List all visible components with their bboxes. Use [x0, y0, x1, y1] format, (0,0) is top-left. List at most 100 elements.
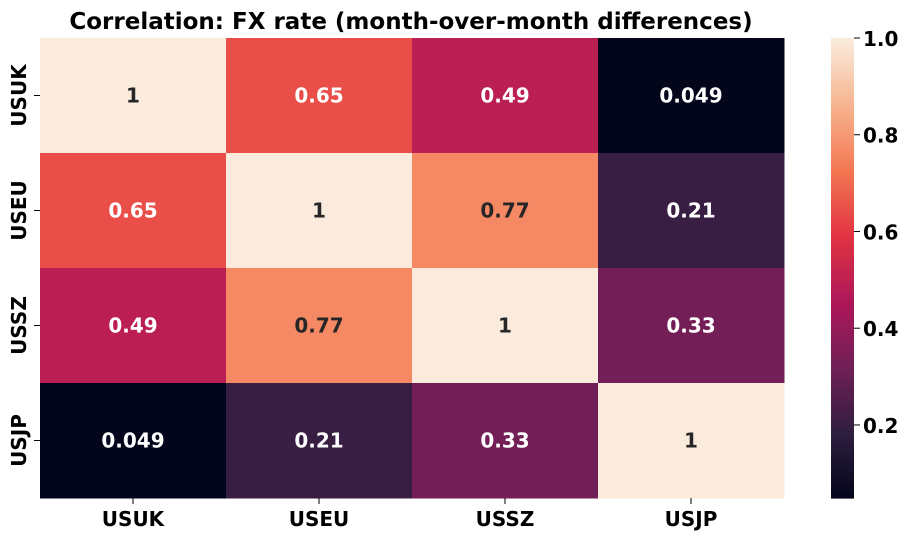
colorbar-segment — [831, 45, 854, 51]
colorbar-segment — [831, 195, 854, 200]
colorbar-segment — [831, 57, 854, 62]
heatmap-cell — [40, 268, 227, 384]
colorbar-segment — [831, 440, 854, 445]
colorbar-segment — [831, 229, 854, 235]
colorbar-segment — [831, 379, 854, 384]
colorbar-segment — [831, 375, 854, 380]
colorbar-segment — [831, 475, 854, 480]
colorbar-segment — [831, 264, 854, 269]
colorbar-segment — [831, 156, 854, 162]
colorbar-segment — [831, 202, 854, 208]
colorbar-segment — [831, 76, 854, 81]
y-tick-label: USJP — [7, 414, 31, 467]
colorbar-segment — [831, 402, 854, 407]
colorbar-segment — [831, 183, 854, 189]
colorbar-segment — [831, 452, 854, 457]
colorbar-segment — [831, 325, 854, 330]
colorbar-segment — [831, 172, 854, 177]
colorbar-segment — [831, 103, 854, 108]
colorbar-segment — [831, 413, 854, 419]
x-tick-label: USEU — [289, 507, 350, 531]
heatmap-cell — [40, 383, 227, 499]
cell-value-label: 0.33 — [666, 314, 715, 338]
colorbar-segment — [831, 218, 854, 223]
colorbar-segment — [831, 199, 854, 204]
heatmap-cell — [598, 383, 785, 499]
colorbar-segment — [831, 145, 854, 150]
heatmap-cell — [412, 383, 599, 499]
colorbar-segment — [831, 371, 854, 376]
cell-value-label: 0.49 — [108, 314, 157, 338]
colorbar-segment — [831, 352, 854, 357]
colorbar-segment — [831, 302, 854, 307]
heatmap-cell — [40, 38, 227, 154]
colorbar-segment — [831, 176, 854, 181]
colorbar-segment — [831, 149, 854, 154]
colorbar-segment — [831, 84, 854, 89]
cell-value-label: 0.77 — [294, 314, 343, 338]
heatmap-cell — [226, 268, 413, 384]
colorbar-segment — [831, 386, 854, 392]
colorbar-segment — [831, 38, 854, 43]
colorbar-segment — [831, 459, 854, 465]
colorbar-segment — [831, 222, 854, 227]
colorbar-segment — [831, 237, 854, 242]
heatmap-cell — [598, 38, 785, 154]
colorbar-segment — [831, 214, 854, 219]
x-tick-label: USUK — [102, 507, 166, 531]
y-tick-label: USUK — [7, 63, 31, 127]
colorbar-segment — [831, 329, 854, 334]
colorbar-segment — [831, 275, 854, 281]
colorbar-segment — [831, 490, 854, 495]
colorbar-segment — [831, 122, 854, 127]
heatmap-cells: 1 0.65 0.49 0.049 0.65 1 0.77 0.21 0.49 0.77 1 0.33… — [40, 38, 785, 499]
colorbar-segment — [831, 133, 854, 139]
colorbar-segment — [831, 294, 854, 300]
cell-value-label: 1 — [312, 199, 326, 223]
colorbar-segment — [831, 268, 854, 273]
cell-value-label: 1 — [684, 429, 698, 453]
colorbar-segment — [831, 306, 854, 311]
colorbar-segment — [831, 337, 854, 342]
colorbar-segment — [831, 348, 854, 353]
colorbar-segment — [831, 187, 854, 192]
cell-value-label: 0.49 — [480, 84, 529, 108]
colorbar-tick-label: 0.4 — [863, 317, 898, 341]
heatmap-cell — [598, 268, 785, 384]
colorbar-segment — [831, 137, 854, 143]
chart-title: Correlation: FX rate (month-over-month d… — [69, 9, 752, 35]
colorbar-segment — [831, 252, 854, 258]
cell-value-label: 1 — [126, 84, 140, 108]
colorbar-segment — [831, 80, 854, 85]
heatmap-cell — [226, 38, 413, 154]
colorbar-segment — [831, 91, 854, 97]
colorbar-segment — [831, 486, 854, 491]
colorbar-segment — [831, 314, 854, 319]
heatmap-cell — [40, 153, 227, 269]
colorbar-segment — [831, 425, 854, 430]
colorbar-segment — [831, 164, 854, 169]
colorbar-segment — [831, 417, 854, 422]
colorbar-segment — [831, 233, 854, 238]
colorbar-segment — [831, 256, 854, 261]
colorbar-segment — [831, 283, 854, 288]
colorbar-segment — [831, 356, 854, 361]
colorbar-segment — [831, 398, 854, 403]
colorbar-segment — [831, 49, 854, 54]
colorbar-segment — [831, 287, 854, 292]
colorbar-segment — [831, 245, 854, 250]
colorbar-segment — [831, 168, 854, 173]
colorbar-segment — [831, 367, 854, 373]
colorbar-segment — [831, 110, 854, 116]
colorbar-segment — [831, 455, 854, 461]
y-axis: USUK USEU USSZ USJP — [7, 63, 40, 467]
colorbar-segment — [831, 179, 854, 185]
colorbar-segment — [831, 363, 854, 369]
heatmap-cell — [226, 383, 413, 499]
colorbar-segment — [831, 271, 854, 277]
colorbar-segment — [831, 41, 854, 47]
colorbar-segment — [831, 61, 854, 66]
colorbar-segment — [831, 463, 854, 468]
colorbar-segment — [831, 340, 854, 346]
cell-value-label: 0.049 — [101, 429, 164, 453]
